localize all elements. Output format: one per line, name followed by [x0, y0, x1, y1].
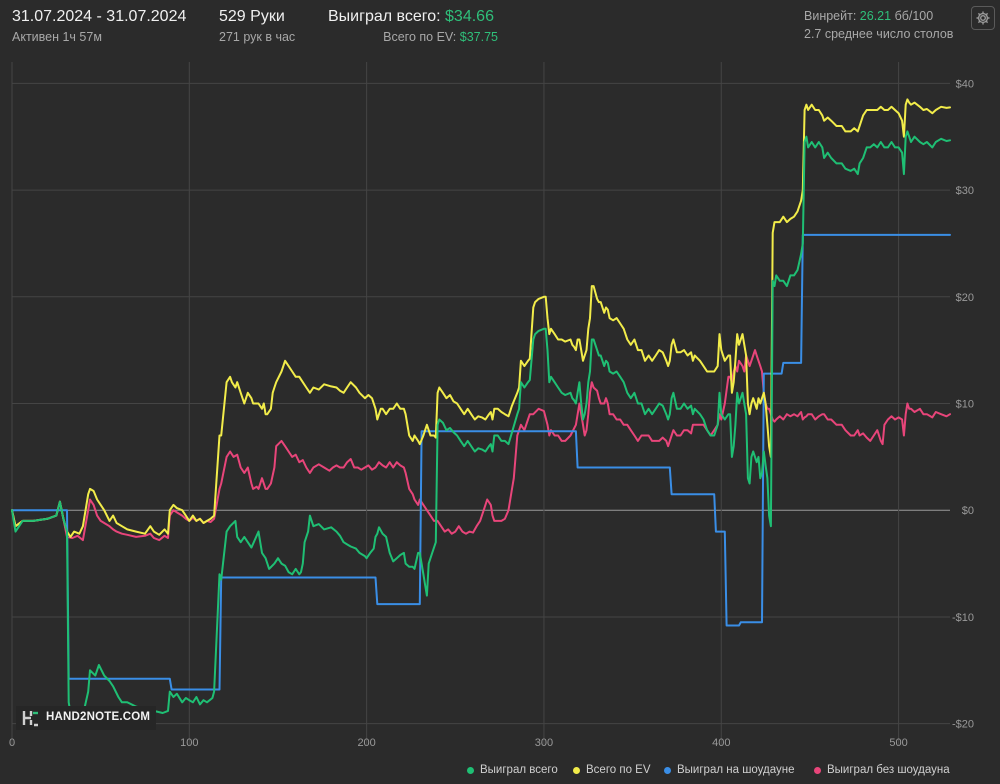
chart-grid	[11, 62, 950, 745]
series-line-non-showdown	[11, 349, 951, 542]
legend-item-ev[interactable]: Всего по EV	[573, 764, 651, 776]
legend-dot	[814, 766, 821, 774]
y-tick-label: $30	[956, 185, 974, 197]
legend-dot	[664, 766, 671, 774]
logo-text: HAND2NOTE.COM	[46, 711, 151, 723]
y-tick-label: -$20	[952, 719, 974, 731]
legend-dot	[467, 766, 474, 774]
legend-item-showdown[interactable]: Выиграл на шоудауне	[664, 764, 795, 776]
legend-label: Выиграл всего	[480, 764, 558, 776]
hands-count: 529 Руки	[219, 8, 285, 25]
date-range: 31.07.2024 - 31.07.2024	[12, 8, 187, 25]
x-tick-label: 500	[889, 737, 907, 749]
ev-summary: Всего по EV: $37.75	[383, 30, 498, 44]
won-total-label: Выиграл всего:	[328, 8, 441, 25]
chart-axes: $40 $30 $20 $10 $0 -$10 -$20 0 100 200 300 400 500	[9, 78, 974, 749]
x-tick-label: 200	[357, 737, 375, 749]
ev-value: $37.75	[459, 30, 498, 44]
series-line-ev	[11, 98, 951, 538]
stats-header: 31.07.2024 - 31.07.2024 Активен 1ч 57м 5…	[0, 0, 1000, 60]
x-tick-label: 0	[9, 737, 15, 749]
legend-label: Выиграл без шоудауна	[827, 764, 950, 776]
settings-button[interactable]	[971, 6, 995, 30]
hand2note-logo-icon	[22, 711, 38, 727]
legend-item-won-total[interactable]: Выиграл всего	[467, 764, 558, 776]
series-line-showdown	[11, 233, 951, 691]
won-total-summary: Выиграл всего: $34.66	[328, 8, 494, 26]
tables-average: 2.7 среднее число столов	[804, 27, 954, 41]
chart-lines	[11, 98, 951, 717]
hand2note-logo: HAND2NOTE.COM	[16, 706, 156, 730]
winrate-label: Винрейт:	[804, 9, 857, 23]
active-time: Активен 1ч 57м	[12, 30, 102, 44]
x-tick-label: 300	[535, 737, 553, 749]
chart-legend: Выиграл всего Всего по EV Выиграл на шоу…	[0, 764, 1000, 782]
series-line-won-total	[11, 130, 951, 717]
y-tick-label: $10	[956, 399, 974, 411]
legend-label: Выиграл на шоудауне	[677, 764, 795, 776]
legend-item-non-showdown[interactable]: Выиграл без шоудауна	[814, 764, 950, 776]
y-tick-label: $40	[956, 78, 974, 90]
y-tick-label: $0	[962, 505, 974, 517]
x-tick-label: 100	[180, 737, 198, 749]
winrate: Винрейт: 26.21 бб/100	[804, 9, 933, 23]
legend-dot	[573, 766, 580, 774]
legend-label: Всего по EV	[586, 764, 651, 776]
y-tick-label: -$10	[952, 612, 974, 624]
winrate-unit: бб/100	[894, 9, 934, 23]
winrate-value: 26.21	[859, 9, 892, 23]
hands-per-hour: 271 рук в час	[219, 30, 296, 44]
won-total-value: $34.66	[445, 8, 494, 25]
gear-icon	[976, 11, 990, 25]
x-tick-label: 400	[712, 737, 730, 749]
y-tick-label: $20	[956, 292, 974, 304]
ev-label: Всего по EV:	[383, 30, 457, 44]
